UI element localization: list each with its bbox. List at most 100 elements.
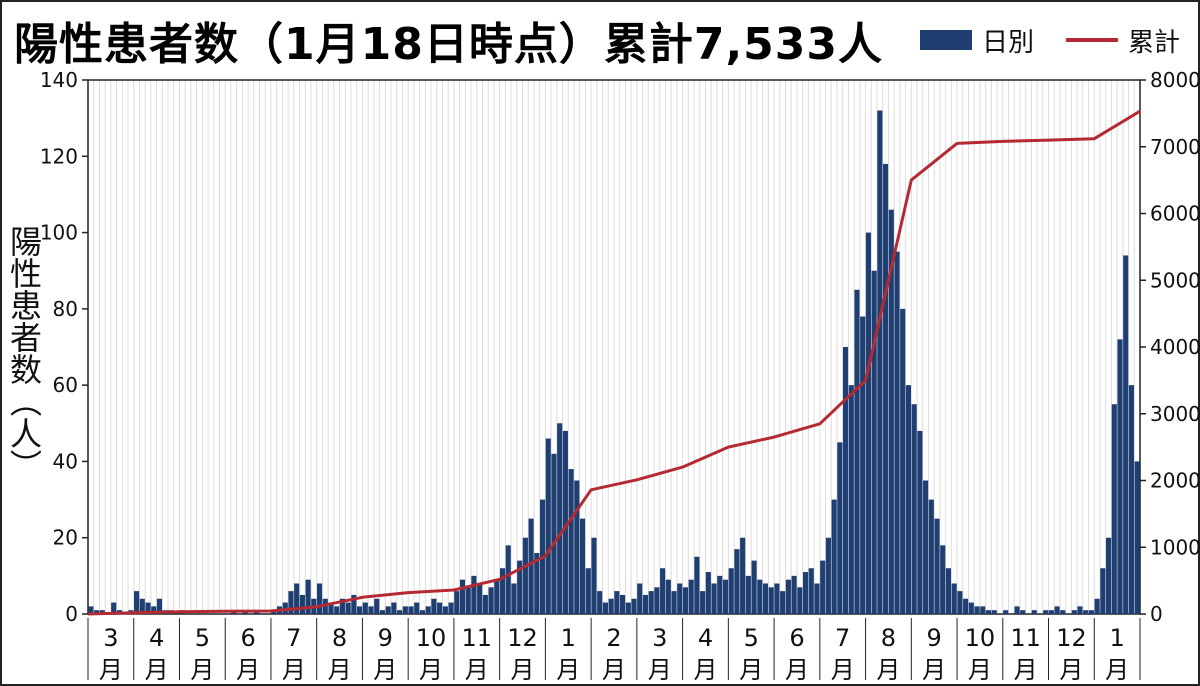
- daily-bar: [419, 610, 426, 614]
- month-label-unit: 月: [236, 656, 260, 684]
- daily-bar: [722, 579, 729, 614]
- daily-bar: [888, 209, 894, 614]
- month-label-unit: 月: [419, 656, 443, 684]
- daily-bar: [951, 583, 957, 614]
- y-right-tick-label: 7000: [1150, 135, 1200, 159]
- y-left-tick-label: 20: [53, 526, 78, 550]
- month-label-unit: 月: [190, 656, 214, 684]
- month-label-number: 11: [462, 624, 493, 652]
- month-label-unit: 月: [1059, 656, 1083, 684]
- month-label-unit: 月: [968, 656, 992, 684]
- y-right-tick-label: 6000: [1150, 202, 1200, 226]
- daily-bar: [528, 518, 534, 614]
- daily-bar: [694, 556, 700, 614]
- daily-bar: [728, 568, 734, 614]
- daily-bar: [711, 583, 717, 614]
- daily-bar: [905, 385, 912, 614]
- daily-bar: [579, 518, 586, 614]
- daily-bar: [991, 610, 997, 614]
- daily-bar: [368, 606, 374, 614]
- daily-bar: [151, 606, 157, 614]
- daily-bar: [1105, 537, 1112, 614]
- daily-bar: [860, 316, 866, 614]
- daily-bar: [985, 610, 992, 614]
- daily-bar: [1123, 255, 1129, 614]
- daily-bar: [339, 598, 345, 614]
- daily-bar: [614, 591, 620, 614]
- daily-bar: [374, 598, 380, 614]
- legend-bar-swatch: [920, 30, 972, 50]
- daily-bar: [294, 583, 300, 614]
- daily-bar: [299, 594, 305, 614]
- daily-bar: [757, 579, 763, 614]
- legend-line-swatch: [1066, 38, 1119, 42]
- daily-bar: [740, 537, 746, 614]
- daily-bar: [963, 598, 969, 614]
- month-label-unit: 月: [876, 656, 900, 684]
- daily-bar: [425, 606, 431, 614]
- daily-bar: [459, 579, 466, 614]
- month-label-number: 8: [881, 624, 896, 652]
- y-right-tick-label: 3000: [1150, 402, 1200, 426]
- month-label-unit: 月: [602, 656, 626, 684]
- daily-bar: [911, 404, 917, 614]
- y-right-tick-label: 4000: [1150, 335, 1200, 359]
- daily-bar: [591, 537, 597, 614]
- daily-bar: [1100, 568, 1106, 614]
- month-label-number: 2: [606, 624, 621, 652]
- daily-bar: [499, 568, 506, 614]
- month-label-unit: 月: [785, 656, 809, 684]
- daily-bar: [437, 602, 443, 614]
- daily-bar: [1077, 606, 1083, 614]
- month-label-unit: 月: [328, 656, 352, 684]
- daily-bar: [511, 583, 517, 614]
- month-label-unit: 月: [831, 656, 855, 684]
- legend-line-label: 累計: [1128, 27, 1181, 58]
- y-left-tick-label: 0: [65, 602, 78, 626]
- daily-bar: [608, 598, 614, 614]
- daily-bar: [957, 591, 963, 614]
- daily-bar: [654, 587, 660, 614]
- month-label-number: 1: [1109, 624, 1124, 652]
- y-left-tick-label: 120: [40, 144, 78, 168]
- daily-bar: [642, 594, 649, 614]
- month-label-unit: 月: [373, 656, 397, 684]
- y-right-tick-label: 2000: [1150, 469, 1200, 493]
- daily-bar: [1083, 610, 1089, 614]
- daily-bar: [1134, 461, 1140, 614]
- daily-bar: [414, 602, 420, 614]
- month-label-number: 4: [149, 624, 164, 652]
- daily-bar: [637, 583, 643, 614]
- daily-bar: [865, 232, 871, 615]
- month-label-number: 11: [1010, 624, 1041, 652]
- daily-bar: [362, 602, 368, 614]
- month-label-number: 10: [416, 624, 447, 652]
- daily-bar: [448, 602, 454, 614]
- daily-bar: [791, 575, 797, 614]
- daily-bar: [660, 568, 666, 614]
- daily-bar: [968, 602, 974, 614]
- daily-bar: [774, 583, 780, 614]
- daily-bar: [1117, 339, 1123, 614]
- daily-bar: [1128, 385, 1134, 614]
- month-label-unit: 月: [1014, 656, 1038, 684]
- daily-bar: [602, 602, 608, 614]
- daily-bar: [488, 587, 494, 614]
- daily-bar: [842, 347, 849, 614]
- y-right-tick-label: 5000: [1150, 268, 1200, 292]
- y-left-tick-label: 60: [53, 373, 78, 397]
- daily-bar: [1094, 598, 1100, 614]
- daily-bar: [751, 560, 757, 614]
- daily-bar: [442, 606, 448, 614]
- daily-bar: [648, 591, 654, 614]
- daily-bar: [631, 598, 637, 614]
- month-label-unit: 月: [648, 656, 672, 684]
- daily-bar: [682, 587, 689, 614]
- month-label-number: 6: [240, 624, 255, 652]
- daily-bar: [940, 545, 946, 614]
- daily-bar: [974, 606, 980, 614]
- daily-bar: [316, 583, 323, 614]
- daily-bar: [665, 579, 671, 614]
- daily-bar: [814, 583, 820, 614]
- daily-bar: [562, 430, 568, 614]
